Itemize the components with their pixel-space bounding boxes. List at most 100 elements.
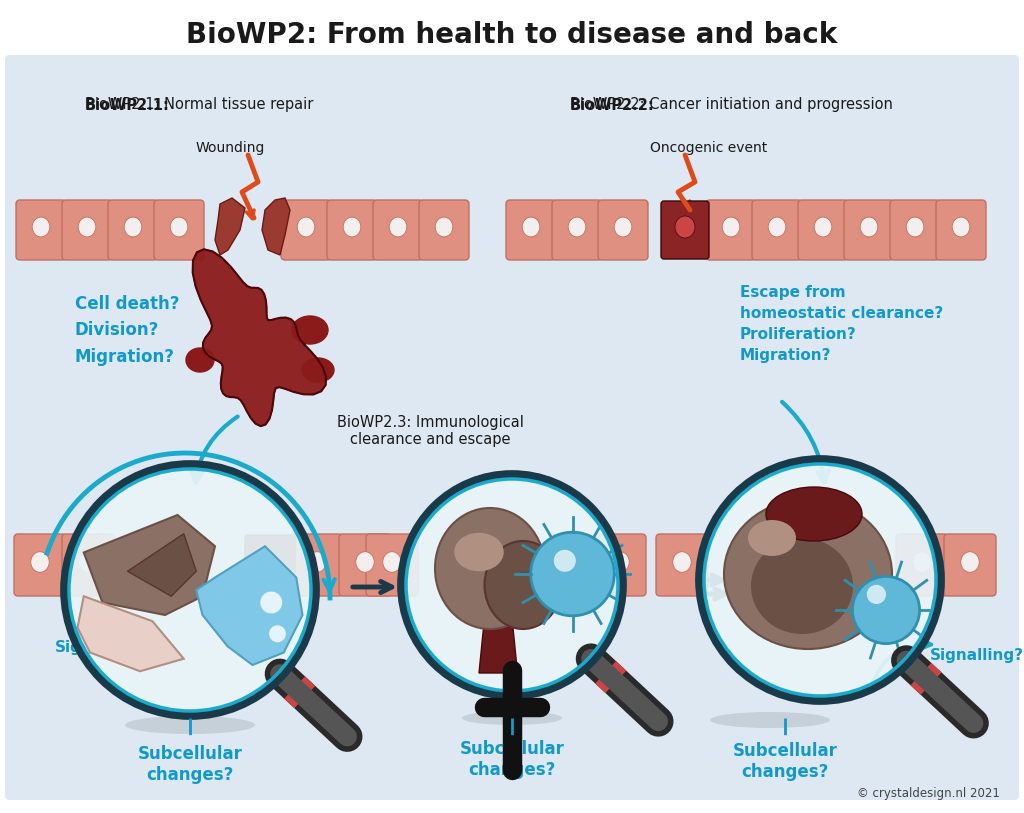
Ellipse shape (710, 712, 830, 728)
Ellipse shape (912, 552, 931, 572)
Polygon shape (262, 198, 290, 255)
Ellipse shape (297, 217, 314, 237)
Text: BioWP2.1: Normal tissue repair: BioWP2.1: Normal tissue repair (85, 98, 313, 112)
FancyBboxPatch shape (844, 200, 894, 260)
Polygon shape (84, 515, 215, 615)
Ellipse shape (462, 711, 562, 725)
FancyBboxPatch shape (745, 535, 795, 595)
Ellipse shape (32, 217, 50, 237)
Ellipse shape (343, 217, 360, 237)
FancyBboxPatch shape (108, 200, 158, 260)
Circle shape (554, 550, 575, 572)
Text: Subcellular
changes?: Subcellular changes? (460, 740, 564, 779)
Text: BioWP2.2: Cancer initiation and progression: BioWP2.2: Cancer initiation and progress… (570, 98, 893, 112)
Ellipse shape (124, 217, 141, 237)
Text: BioWP2.2:: BioWP2.2: (570, 98, 654, 112)
Polygon shape (479, 618, 517, 673)
Ellipse shape (79, 552, 97, 572)
Polygon shape (128, 534, 197, 596)
Ellipse shape (355, 552, 374, 572)
Text: Subcellular
changes?: Subcellular changes? (137, 745, 243, 784)
FancyBboxPatch shape (936, 200, 986, 260)
Text: Subcellular
changes?: Subcellular changes? (732, 742, 838, 780)
Ellipse shape (383, 552, 401, 572)
FancyBboxPatch shape (662, 201, 709, 259)
Ellipse shape (906, 217, 924, 237)
Ellipse shape (292, 316, 328, 344)
Ellipse shape (766, 487, 862, 541)
Ellipse shape (170, 217, 187, 237)
Polygon shape (215, 198, 245, 255)
Circle shape (852, 576, 920, 644)
Ellipse shape (610, 552, 629, 572)
FancyBboxPatch shape (706, 200, 756, 260)
Text: BioWP2: From health to disease and back: BioWP2: From health to disease and back (186, 21, 838, 49)
FancyBboxPatch shape (594, 534, 646, 596)
FancyBboxPatch shape (16, 200, 66, 260)
FancyBboxPatch shape (5, 55, 1019, 800)
Ellipse shape (522, 217, 540, 237)
Ellipse shape (78, 217, 96, 237)
Polygon shape (193, 250, 326, 426)
FancyBboxPatch shape (62, 200, 112, 260)
Circle shape (268, 625, 287, 642)
Ellipse shape (435, 217, 453, 237)
FancyBboxPatch shape (281, 200, 331, 260)
Ellipse shape (675, 216, 695, 238)
Ellipse shape (568, 217, 586, 237)
Polygon shape (197, 546, 302, 665)
Ellipse shape (751, 538, 853, 634)
FancyBboxPatch shape (896, 534, 948, 596)
FancyBboxPatch shape (62, 534, 114, 596)
Text: Signalling?: Signalling? (55, 640, 150, 655)
Text: Escape from
homeostatic clearance?
Proliferation?
Migration?: Escape from homeostatic clearance? Proli… (740, 285, 943, 363)
Ellipse shape (748, 520, 796, 556)
Ellipse shape (302, 358, 334, 382)
Ellipse shape (961, 552, 979, 572)
Circle shape (700, 460, 940, 700)
Circle shape (65, 465, 315, 715)
Text: BioWP2.3: Immunological
clearance and escape: BioWP2.3: Immunological clearance and es… (337, 415, 523, 447)
Ellipse shape (722, 217, 739, 237)
Ellipse shape (31, 552, 49, 572)
FancyBboxPatch shape (245, 535, 295, 595)
Text: BioWP2.1:: BioWP2.1: (85, 98, 170, 112)
Ellipse shape (484, 541, 561, 629)
Ellipse shape (186, 348, 214, 372)
Circle shape (866, 585, 886, 604)
FancyBboxPatch shape (656, 534, 708, 596)
FancyBboxPatch shape (14, 534, 66, 596)
Ellipse shape (724, 499, 892, 649)
Ellipse shape (308, 552, 327, 572)
Ellipse shape (389, 217, 407, 237)
FancyBboxPatch shape (373, 200, 423, 260)
FancyBboxPatch shape (506, 200, 556, 260)
FancyBboxPatch shape (552, 200, 602, 260)
FancyBboxPatch shape (419, 200, 469, 260)
Ellipse shape (435, 508, 545, 629)
FancyBboxPatch shape (291, 534, 343, 596)
FancyBboxPatch shape (154, 200, 204, 260)
Ellipse shape (455, 533, 504, 572)
FancyBboxPatch shape (795, 535, 845, 595)
Ellipse shape (125, 716, 255, 734)
FancyBboxPatch shape (598, 200, 648, 260)
Text: Oncogenic event: Oncogenic event (650, 141, 767, 155)
Text: Wounding: Wounding (196, 141, 264, 155)
Circle shape (260, 591, 283, 614)
FancyBboxPatch shape (339, 534, 391, 596)
Circle shape (530, 533, 614, 615)
Ellipse shape (814, 217, 831, 237)
Text: Cell death?
Division?
Migration?: Cell death? Division? Migration? (75, 295, 179, 366)
Ellipse shape (614, 217, 632, 237)
FancyBboxPatch shape (327, 200, 377, 260)
Ellipse shape (673, 552, 691, 572)
Ellipse shape (952, 217, 970, 237)
Circle shape (402, 475, 622, 695)
FancyBboxPatch shape (752, 200, 802, 260)
FancyBboxPatch shape (366, 534, 418, 596)
FancyBboxPatch shape (890, 200, 940, 260)
FancyBboxPatch shape (944, 534, 996, 596)
Ellipse shape (860, 217, 878, 237)
Polygon shape (78, 596, 183, 672)
